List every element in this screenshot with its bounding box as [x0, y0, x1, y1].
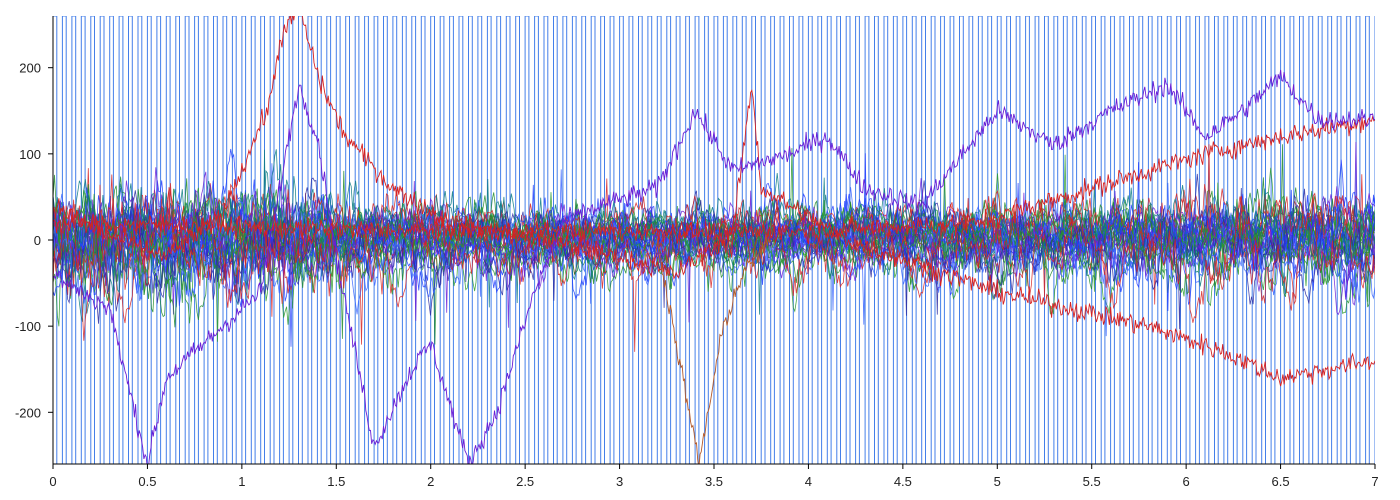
x-tick-label: 5.5: [1083, 474, 1101, 489]
highlighted-traces: [53, 16, 1375, 464]
stimulus-pulse-train: [53, 16, 1375, 464]
highlight-trace-3: [53, 69, 1375, 464]
x-tick-label: 6.5: [1272, 474, 1290, 489]
x-tick-label: 7: [1371, 474, 1378, 489]
x-tick-label: 0.5: [138, 474, 156, 489]
y-tick-label: 0: [34, 233, 41, 248]
highlight-trace-4: [656, 234, 772, 464]
noise-trace: [53, 178, 1375, 317]
x-tick-label: 6: [1183, 474, 1190, 489]
y-tick-label: -100: [15, 319, 41, 334]
noise-trace: [53, 173, 1375, 324]
x-tick-label: 3.5: [705, 474, 723, 489]
noise-trace: [53, 184, 1375, 273]
y-tick-label: 100: [19, 147, 41, 162]
stimulus-line: [53, 16, 1375, 464]
tick-labels: 0 0.5 1 1.5 2 2.5 3 3.5 4 4.5 5 5.5 6 6.5 7 200 100 0 -100…: [15, 61, 1379, 489]
x-tick-label: 4.5: [894, 474, 912, 489]
noise-trace: [53, 174, 1375, 352]
x-tick-label: 4: [805, 474, 812, 489]
x-tick-label: 3: [616, 474, 623, 489]
x-tick-label: 2: [427, 474, 434, 489]
x-tick-label: 5: [994, 474, 1001, 489]
y-tick-label: 200: [19, 61, 41, 76]
highlight-trace-1: [53, 16, 1375, 387]
x-tick-label: 1: [238, 474, 245, 489]
x-tick-label: 1.5: [327, 474, 345, 489]
x-tick-label: 2.5: [516, 474, 534, 489]
y-tick-label: -200: [15, 405, 41, 420]
x-tick-label: 0: [49, 474, 56, 489]
